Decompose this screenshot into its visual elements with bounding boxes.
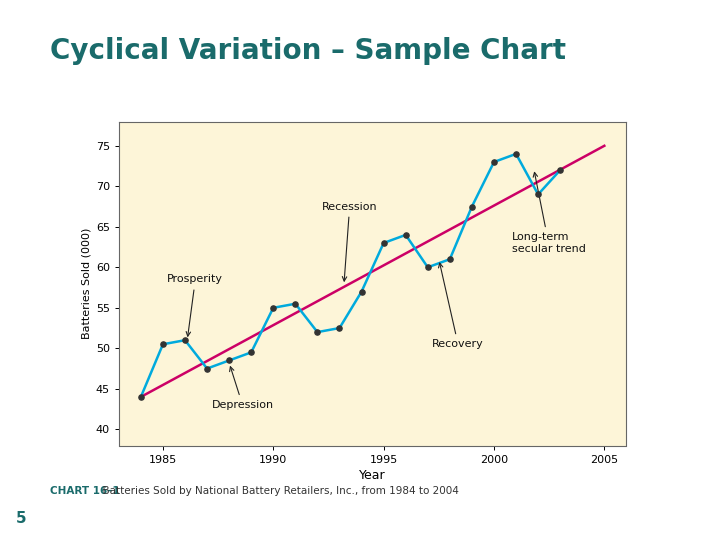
Point (532, 190, 544, 199)
Text: Depression: Depression (212, 367, 274, 410)
Point (223, 356, 235, 365)
Point (444, 255, 456, 264)
Text: Recovery: Recovery (432, 263, 484, 349)
Point (422, 263, 433, 272)
Text: Prosperity: Prosperity (167, 274, 223, 336)
Point (157, 340, 168, 349)
Point (334, 323, 346, 332)
Y-axis label: Batteries Sold (000): Batteries Sold (000) (81, 228, 91, 339)
Text: CHART 16–1: CHART 16–1 (50, 487, 120, 496)
Text: Recession: Recession (322, 201, 377, 281)
Point (466, 202, 477, 211)
Point (356, 287, 367, 296)
Text: Long-term
secular trend: Long-term secular trend (512, 172, 585, 254)
Text: Cyclical Variation – Sample Chart: Cyclical Variation – Sample Chart (50, 37, 567, 65)
Point (554, 166, 566, 174)
Point (289, 299, 301, 308)
Point (510, 150, 522, 158)
Point (488, 158, 500, 166)
Text: Batteries Sold by National Battery Retailers, Inc., from 1984 to 2004: Batteries Sold by National Battery Retai… (96, 487, 459, 496)
Point (268, 303, 279, 312)
Point (179, 336, 191, 345)
Text: 5: 5 (16, 511, 27, 526)
Point (202, 364, 213, 373)
Point (312, 328, 323, 336)
Point (400, 231, 411, 239)
Point (246, 348, 257, 356)
X-axis label: Year: Year (359, 469, 386, 482)
Point (378, 239, 390, 247)
Point (135, 393, 147, 401)
